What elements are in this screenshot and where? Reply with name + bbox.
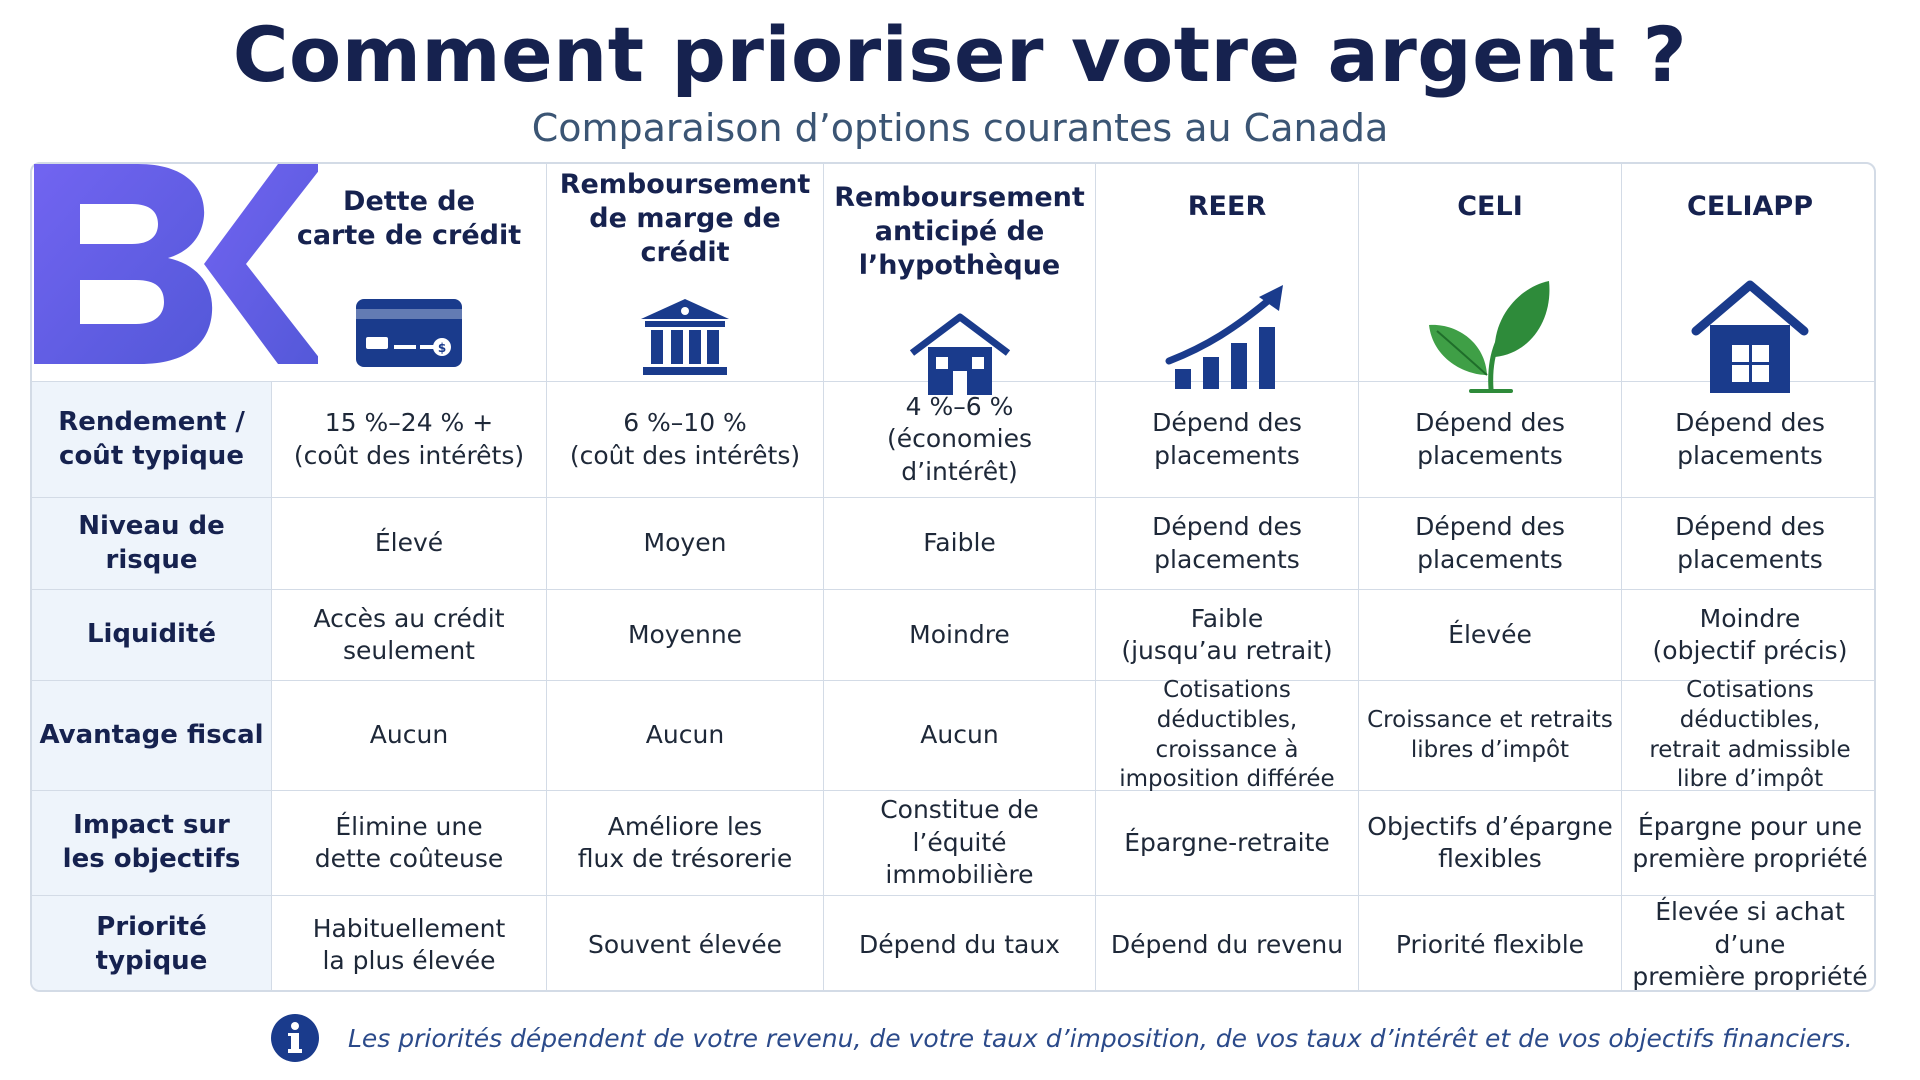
- table-cell: Dépend des placements: [1096, 498, 1359, 590]
- column-header-credit-card-debt: Dette de carte de crédit $: [272, 164, 547, 382]
- table-cell: Dépend des placements: [1622, 382, 1874, 498]
- column-header-reer: REER: [1096, 164, 1359, 389]
- column-header-label: Dette de carte de crédit: [296, 186, 522, 251]
- table-cell: Élimine une dette coûteuse: [272, 791, 547, 896]
- footer-note: Les priorités dépendent de votre revenu,…: [270, 1010, 1853, 1066]
- table-cell: Cotisations déductibles, croissance à im…: [1096, 677, 1359, 792]
- table-cell: 4 %–6 % (économies d’intérêt): [824, 382, 1096, 498]
- table-cell: Dépend du revenu: [1096, 896, 1359, 990]
- svg-text:$: $: [438, 341, 446, 355]
- table-cell: Moindre: [824, 590, 1096, 681]
- table-cell: Épargne-retraite: [1096, 791, 1359, 896]
- table-cell: Élevé: [272, 498, 547, 590]
- growth-chart-icon: [1165, 248, 1289, 401]
- footer-note-text: Les priorités dépendent de votre revenu,…: [348, 1023, 1853, 1053]
- row-header-liquidity: Liquidité: [32, 590, 272, 681]
- bank-icon: [639, 264, 731, 387]
- comparison-table: Dette de carte de crédit $ Remboursement…: [30, 162, 1876, 992]
- table-cell: Dépend des placements: [1359, 498, 1622, 590]
- table-cell: Objectifs d’épargne flexibles: [1359, 791, 1622, 896]
- table-cell: Dépend des placements: [1622, 498, 1874, 590]
- table-cell: Faible: [824, 498, 1096, 590]
- column-header-label: Remboursement de marge de crédit: [559, 169, 811, 268]
- table-cell: Cotisations déductibles, retrait admissi…: [1622, 677, 1874, 792]
- table-cell: Constitue de l’équité immobilière: [824, 791, 1096, 896]
- column-header-label: Remboursement anticipé de l’hypothèque: [834, 182, 1085, 281]
- table-cell: 6 %–10 % (coût des intérêts): [547, 382, 824, 498]
- table-cell: Habituellement la plus élevée: [272, 896, 547, 990]
- table-cell: Moyenne: [547, 590, 824, 681]
- column-header-label: CELIAPP: [1687, 191, 1813, 223]
- table-cell: Aucun: [824, 681, 1096, 791]
- column-header-line-of-credit: Remboursement de marge de crédit: [547, 164, 824, 382]
- table-cell: Élevée si achat d’une première propriété: [1632, 897, 1868, 992]
- home-icon: [1690, 246, 1810, 405]
- column-header-label: REER: [1187, 191, 1267, 223]
- table-cell: Dépend des placements: [1359, 382, 1622, 498]
- table-corner: [32, 164, 272, 382]
- row-header-risk-level: Niveau de risque: [32, 498, 272, 590]
- page-subtitle: Comparaison d’options courantes au Canad…: [531, 106, 1389, 150]
- table-cell: Améliore les flux de trésorerie: [547, 791, 824, 896]
- credit-card-icon: $: [354, 264, 464, 377]
- leaf-icon: [1425, 246, 1555, 405]
- house-icon: [908, 280, 1012, 405]
- table-cell: 15 %–24 % + (coût des intérêts): [272, 382, 547, 498]
- page-title: Comment prioriser votre argent ?: [232, 10, 1688, 99]
- table-cell: Moyen: [547, 498, 824, 590]
- column-header-celi: CELI: [1359, 164, 1622, 393]
- column-header-mortgage-prepayment: Remboursement anticipé de l’hypothèque: [824, 164, 1096, 395]
- table-cell: Moindre (objectif précis): [1622, 590, 1874, 681]
- table-cell: Souvent élevée: [547, 896, 824, 990]
- row-header-typical-priority: Priorité typique: [32, 896, 272, 990]
- table-cell: Aucun: [547, 681, 824, 791]
- row-header-tax-advantage: Avantage fiscal: [32, 681, 272, 791]
- bk-logo: [28, 160, 324, 370]
- column-header-label: CELI: [1457, 191, 1523, 223]
- table-cell: Dépend des placements: [1096, 382, 1359, 498]
- row-header-return-cost: Rendement / coût typique: [32, 382, 272, 498]
- table-cell: Élevée: [1359, 590, 1622, 681]
- table-cell: Accès au crédit seulement: [272, 590, 547, 681]
- table-cell: Priorité flexible: [1359, 896, 1622, 990]
- table-cell: Faible (jusqu’au retrait): [1096, 590, 1359, 681]
- table-cell: Aucun: [272, 681, 547, 791]
- row-header-goal-impact: Impact sur les objectifs: [32, 791, 272, 896]
- table-cell: Épargne pour une première propriété: [1622, 791, 1874, 896]
- table-cell: Dépend du taux: [824, 896, 1096, 990]
- column-header-celiapp: CELIAPP: [1622, 164, 1874, 393]
- info-icon: [271, 1014, 319, 1062]
- table-cell: Croissance et retraits libres d’impôt: [1359, 681, 1622, 791]
